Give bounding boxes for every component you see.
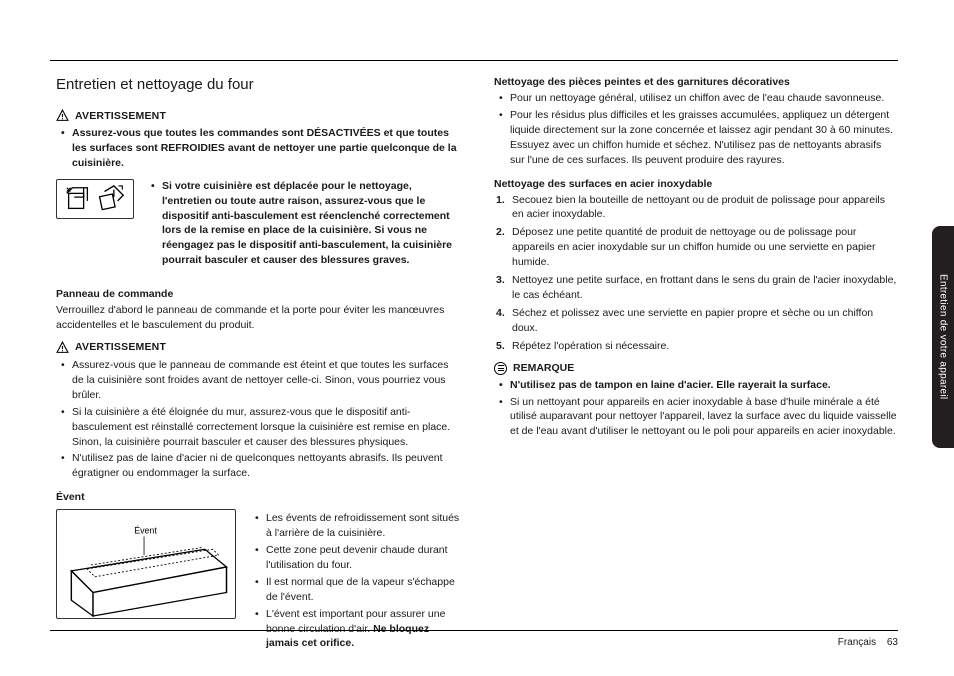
anti-tip-icons-box (56, 179, 134, 219)
step-item: Déposez une petite quantité de produit d… (512, 225, 898, 270)
list-item: Si un nettoyant pour appareils en acier … (510, 395, 898, 440)
t: Assurez-vous que toutes les commandes so… (72, 127, 307, 139)
note-bullets: N'utilisez pas de tampon en laine d'acie… (494, 378, 898, 440)
left-column: Entretien et nettoyage du four AVERTISSE… (56, 76, 460, 661)
side-tab-label: Entretien de votre appareil (938, 274, 949, 399)
vent-diagram: Évent (56, 509, 236, 619)
note-label: REMARQUE (513, 362, 574, 374)
warn2-bullets: Assurez-vous que le panneau de commande … (56, 358, 460, 481)
anti-tip-warning-icon (97, 184, 127, 214)
warn1-bullets: Assurez-vous que toutes les commandes so… (56, 126, 460, 171)
painted-head: Nettoyage des pièces peintes et des garn… (494, 76, 898, 88)
panel-paragraph: Verrouillez d'abord le panneau de comman… (56, 303, 460, 333)
painted-bullets: Pour un nettoyage général, utilisez un c… (494, 91, 898, 168)
panel-head: Panneau de commande (56, 288, 460, 300)
step-item: Nettoyez une petite surface, en frottant… (512, 273, 898, 303)
warning-line-1: AVERTISSEMENT (56, 109, 460, 122)
steel-steps: Secouez bien la bouteille de nettoyant o… (494, 193, 898, 354)
vent-callout-label: Évent (134, 526, 157, 536)
anti-tip-bullets: Si votre cuisinière est déplacée pour le… (146, 179, 460, 270)
note-icon (494, 362, 507, 375)
side-tab: Entretien de votre appareil (932, 226, 954, 448)
list-item: N'utilisez pas de laine d'acier ni de qu… (72, 451, 460, 481)
list-item: N'utilisez pas de tampon en laine d'acie… (510, 378, 898, 393)
t: REFROIDIES (161, 142, 225, 154)
anti-tip-engaged-icon (63, 184, 93, 214)
columns: Entretien et nettoyage du four AVERTISSE… (56, 76, 898, 661)
list-item: Si la cuisinière a été éloignée du mur, … (72, 405, 460, 450)
list-item: Les évents de refroidissement sont situé… (266, 511, 460, 541)
vent-head: Évent (56, 491, 460, 503)
list-item: Pour les résidus plus difficiles et les … (510, 108, 898, 168)
warning-label: AVERTISSEMENT (75, 341, 166, 353)
footer-language: Français (838, 637, 876, 648)
warning-triangle-icon (56, 341, 69, 354)
note-line: REMARQUE (494, 362, 898, 375)
step-item: Secouez bien la bouteille de nettoyant o… (512, 193, 898, 223)
footer: Français 63 (50, 630, 898, 648)
list-item: Cette zone peut devenir chaude durant l'… (266, 543, 460, 573)
list-item: Assurez-vous que le panneau de commande … (72, 358, 460, 403)
steel-head: Nettoyage des surfaces en acier inoxydab… (494, 178, 898, 190)
t: DÉSACTIVÉES (307, 127, 381, 139)
warn1-item: Assurez-vous que toutes les commandes so… (72, 126, 460, 171)
top-rule (50, 60, 898, 61)
warning-triangle-icon (56, 109, 69, 122)
warning-line-2: AVERTISSEMENT (56, 341, 460, 354)
step-item: Répétez l'opération si nécessaire. (512, 339, 898, 354)
anti-tip-row: Si votre cuisinière est déplacée pour le… (56, 179, 460, 278)
list-item: Il est normal que de la vapeur s'échappe… (266, 575, 460, 605)
warning-label: AVERTISSEMENT (75, 110, 166, 122)
footer-page-number: 63 (887, 637, 898, 648)
step-item: Séchez et polissez avec une serviette en… (512, 306, 898, 336)
vent-diagram-svg: Évent (57, 510, 235, 618)
page: Entretien et nettoyage du four AVERTISSE… (0, 0, 954, 676)
list-item: Pour un nettoyage général, utilisez un c… (510, 91, 898, 106)
section-title: Entretien et nettoyage du four (56, 76, 460, 93)
anti-tip-item: Si votre cuisinière est déplacée pour le… (162, 179, 460, 268)
right-column: Nettoyage des pièces peintes et des garn… (494, 76, 898, 661)
